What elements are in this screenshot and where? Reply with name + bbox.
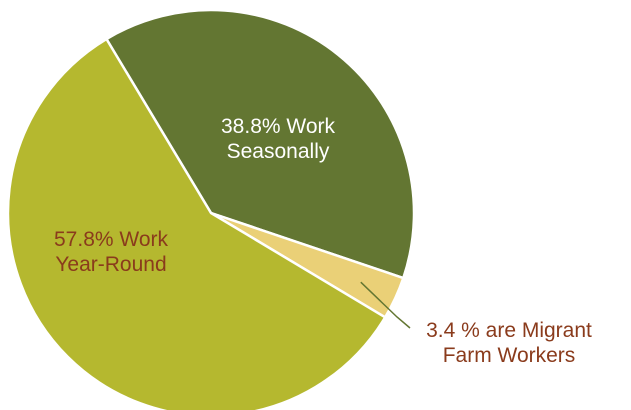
slice-label-work-seasonally: 38.8% Work Seasonally bbox=[221, 115, 335, 163]
slice-label-line: Year-Round bbox=[55, 253, 166, 276]
pie-slice-work-seasonally bbox=[105, 8, 416, 280]
slice-label-line: Farm Workers bbox=[443, 344, 576, 367]
leader-line-migrant bbox=[360, 281, 411, 329]
slice-label-line: 38.8% Work bbox=[221, 115, 335, 138]
pie-slice-work-year-round bbox=[6, 37, 387, 410]
slice-label-work-year-round: 57.8% Work Year-Round bbox=[54, 228, 168, 276]
slice-label-line: 57.8% Work bbox=[54, 228, 168, 251]
slice-label-line: 3.4 % are Migrant bbox=[426, 319, 592, 342]
slice-label-line: Seasonally bbox=[227, 140, 330, 163]
slice-label-migrant-farm-workers: 3.4 % are Migrant Farm Workers bbox=[426, 319, 592, 367]
